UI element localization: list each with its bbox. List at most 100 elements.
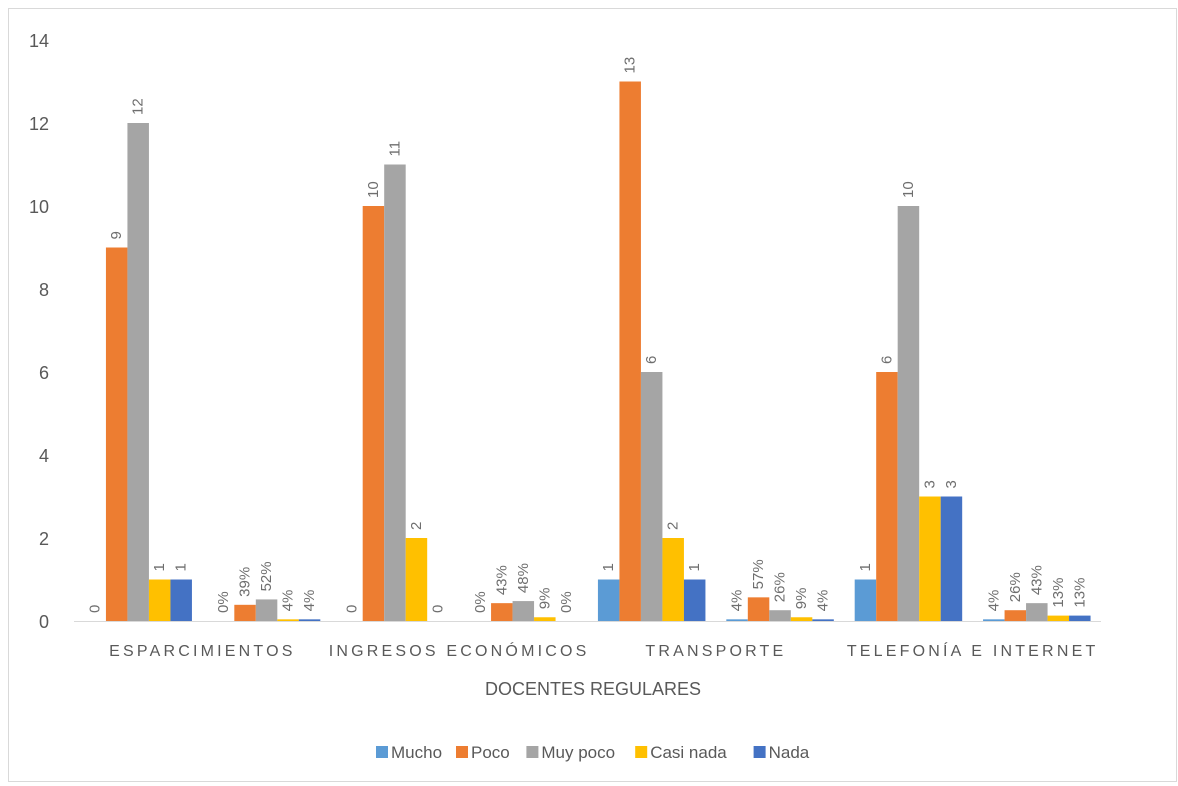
data-label: 0%: [558, 591, 575, 613]
y-tick-label: 6: [39, 363, 49, 383]
data-label: 4%: [729, 590, 746, 612]
bar-mucho: [983, 619, 1005, 621]
data-label: 0: [343, 605, 360, 613]
x-category-label: INGRESOS ECONÓMICOS: [329, 641, 590, 660]
legend-label: Mucho: [391, 743, 442, 762]
bar-poco: [234, 604, 256, 621]
data-label: 39%: [237, 567, 254, 597]
data-label: 9%: [793, 588, 810, 610]
y-tick-label: 4: [39, 446, 49, 466]
data-label: 9: [108, 231, 125, 239]
data-label: 2: [408, 522, 425, 530]
data-label: 3: [943, 480, 960, 488]
data-label: 9%: [536, 588, 553, 610]
data-label: 48%: [515, 563, 532, 593]
chart-frame: 0 2 4 6 8 10 12 14 0 9 12 1 1 ESPARCIMIENTOS 0% 39% 52% 4…: [8, 8, 1177, 782]
y-tick-label: 0: [39, 612, 49, 632]
legend-label: Nada: [769, 743, 810, 762]
x-category-label: ESPARCIMIENTOS: [109, 643, 295, 660]
bar-poco: [491, 603, 513, 621]
bar-casi-nada: [405, 538, 428, 621]
bar-muy-poco: [127, 123, 149, 621]
bar-poco: [362, 206, 385, 621]
data-label: 1: [173, 563, 190, 571]
bar-casi-nada: [148, 579, 171, 621]
bar-muy-poco: [897, 206, 920, 621]
data-label: 57%: [750, 559, 767, 589]
data-label: 43%: [1028, 565, 1045, 595]
data-label: 26%: [1007, 572, 1024, 602]
legend-label: Muy poco: [541, 743, 615, 762]
x-axis-title: DOCENTES REGULARES: [485, 679, 701, 699]
legend-swatch: [376, 746, 388, 758]
data-label: 6: [878, 356, 895, 364]
bar-poco: [1004, 610, 1027, 621]
bar-nada: [1069, 615, 1091, 621]
bar-mucho: [854, 579, 877, 621]
bar-casi-nada: [534, 617, 556, 621]
data-label: 6: [643, 356, 660, 364]
bar-muy-poco: [255, 599, 278, 621]
bar-nada: [812, 619, 834, 621]
data-label: 4%: [280, 590, 297, 612]
data-label: 13%: [1071, 578, 1088, 608]
legend-swatch: [526, 746, 539, 758]
bar-muy-poco: [512, 601, 535, 621]
y-tick-label: 10: [29, 197, 49, 217]
bar-poco: [876, 372, 898, 621]
data-label: 0%: [472, 591, 489, 613]
data-label: 4%: [301, 590, 318, 612]
bar-poco: [747, 597, 770, 621]
data-label: 10: [365, 181, 382, 198]
bar-muy-poco: [384, 164, 406, 621]
bar-nada: [170, 579, 192, 621]
y-tick-label: 14: [29, 31, 49, 51]
data-label: 12: [130, 98, 147, 115]
data-label: 52%: [258, 561, 275, 591]
legend-label: Poco: [471, 743, 510, 762]
bar-mucho: [726, 619, 748, 621]
bar-casi-nada: [662, 538, 684, 621]
legend-label: Casi nada: [650, 743, 727, 762]
data-label: 13: [622, 57, 639, 74]
y-tick-label: 2: [39, 529, 49, 549]
bar-muy-poco: [769, 610, 791, 621]
bar-nada: [298, 619, 321, 621]
x-category-label: TRANSPORTE: [645, 643, 786, 660]
bar-casi-nada: [277, 619, 299, 621]
bar-muy-poco: [1026, 603, 1048, 621]
bar-nada: [940, 496, 963, 621]
data-label: 0%: [215, 591, 232, 613]
bar-casi-nada: [1047, 615, 1070, 621]
data-label: 0: [429, 605, 446, 613]
data-label: 3: [921, 480, 938, 488]
bar-muy-poco: [640, 372, 663, 621]
data-label: 1: [151, 563, 168, 571]
legend-swatch: [456, 746, 468, 758]
data-label: 0: [87, 605, 104, 613]
bar-casi-nada: [919, 496, 941, 621]
data-label: 1: [857, 563, 874, 571]
data-label: 4%: [985, 590, 1002, 612]
bar-mucho: [597, 579, 620, 621]
bar-poco: [619, 81, 641, 621]
bar-casi-nada: [790, 617, 813, 621]
y-tick-label: 8: [39, 280, 49, 300]
x-category-label: TELEFONÍA E INTERNET: [847, 641, 1099, 660]
data-label: 2: [665, 522, 682, 530]
legend-swatch: [753, 746, 766, 758]
data-label: 13%: [1050, 578, 1067, 608]
data-label: 11: [386, 141, 403, 157]
cropped-caption-strip: [0, 0, 260, 9]
data-label: 1: [686, 563, 703, 571]
bar-nada: [683, 579, 706, 621]
data-label: 26%: [772, 572, 789, 602]
legend-swatch: [635, 746, 648, 758]
data-label: 43%: [493, 565, 510, 595]
data-label: 4%: [815, 590, 832, 612]
bar-poco: [105, 247, 128, 621]
data-label: 10: [900, 181, 917, 198]
data-label: 1: [600, 563, 617, 571]
y-tick-label: 12: [29, 114, 49, 134]
